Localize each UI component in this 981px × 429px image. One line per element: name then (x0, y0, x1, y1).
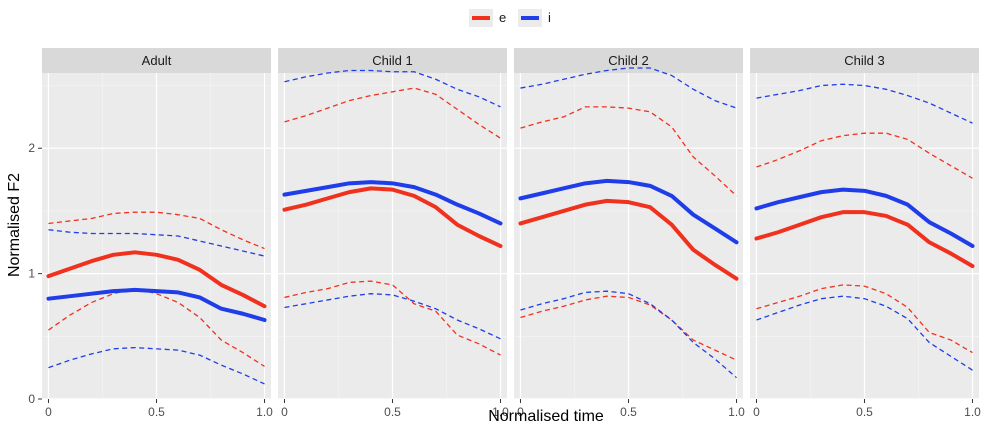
series-line-i-lower (48, 346, 265, 385)
panel-strip (278, 48, 507, 73)
y-tick-label: 1 (28, 267, 35, 281)
series-line-e-upper (48, 211, 265, 250)
panel-strip (42, 48, 271, 73)
legend-label: i (548, 10, 551, 25)
series-line-e-lower (48, 288, 265, 367)
x-tick-label: 0 (753, 405, 760, 419)
panel-3: Child 2 0 0.5 1.0 (514, 48, 745, 419)
series-line-e-upper (284, 87, 501, 139)
series-line-e-lower (520, 295, 737, 361)
x-tick-label: 0 (281, 405, 288, 419)
y-axis-title: Normalised F2 (6, 173, 23, 277)
x-tick-label: 1.0 (964, 405, 981, 419)
panel-1: Adult 0 0.5 1.0 (42, 48, 273, 419)
x-axis-title: Normalised time (488, 408, 604, 425)
series-line-i-lower (520, 290, 737, 379)
series-line-e-upper (756, 132, 973, 179)
series-line-e-mean (518, 198, 739, 281)
x-tick-label: 0 (45, 405, 52, 419)
series-line-e-mean (46, 250, 267, 309)
panel-title: Adult (142, 53, 172, 68)
y-tick-label: 0 (28, 392, 35, 406)
panel-title: Child 1 (372, 53, 412, 68)
series-line-e-mean (754, 210, 975, 269)
panels: Adult 0 0.5 1.0 Child 1 0 0.5 1.0 Child 2 0 0.5 1.0… (42, 48, 981, 419)
series-line-i-lower (756, 295, 973, 371)
panel-strip (514, 48, 743, 73)
series-line-i-upper (284, 69, 501, 108)
panel-strip (750, 48, 979, 73)
series-line-i-mean (754, 187, 975, 249)
series-line-e-mean (282, 186, 503, 249)
x-tick-label: 0.5 (620, 405, 637, 419)
legend-label: e (499, 10, 506, 25)
series-line-i-mean (518, 178, 739, 245)
series-line-i-mean (282, 180, 503, 226)
panel-title: Child 3 (844, 53, 884, 68)
series-line-i-mean (46, 287, 267, 323)
series-line-i-upper (756, 83, 973, 124)
x-tick-label: 0.5 (856, 405, 873, 419)
x-tick-label: 0.5 (148, 405, 165, 419)
series-line-i-upper (48, 229, 265, 257)
series-line-e-lower (756, 284, 973, 354)
panel-4: Child 3 0 0.5 1.0 (750, 48, 981, 419)
panel-2: Child 1 0 0.5 1.0 (278, 48, 509, 419)
x-tick-label: 1.0 (256, 405, 273, 419)
x-tick-label: 0 (517, 405, 524, 419)
x-tick-label: 1.0 (728, 405, 745, 419)
panel-title: Child 2 (608, 53, 648, 68)
x-tick-label: 0.5 (384, 405, 401, 419)
series-line-e-lower (284, 280, 501, 356)
y-tick-label: 2 (28, 141, 35, 155)
series-line-e-upper (520, 106, 737, 197)
legend-entry-i: i (518, 9, 551, 27)
series-line-i-lower (284, 293, 501, 340)
legend-entry-e: e (469, 9, 506, 27)
y-axis: 0 1 2 (28, 141, 42, 406)
x-tick-label: 1.0 (492, 405, 509, 419)
series-line-i-upper (520, 67, 737, 109)
